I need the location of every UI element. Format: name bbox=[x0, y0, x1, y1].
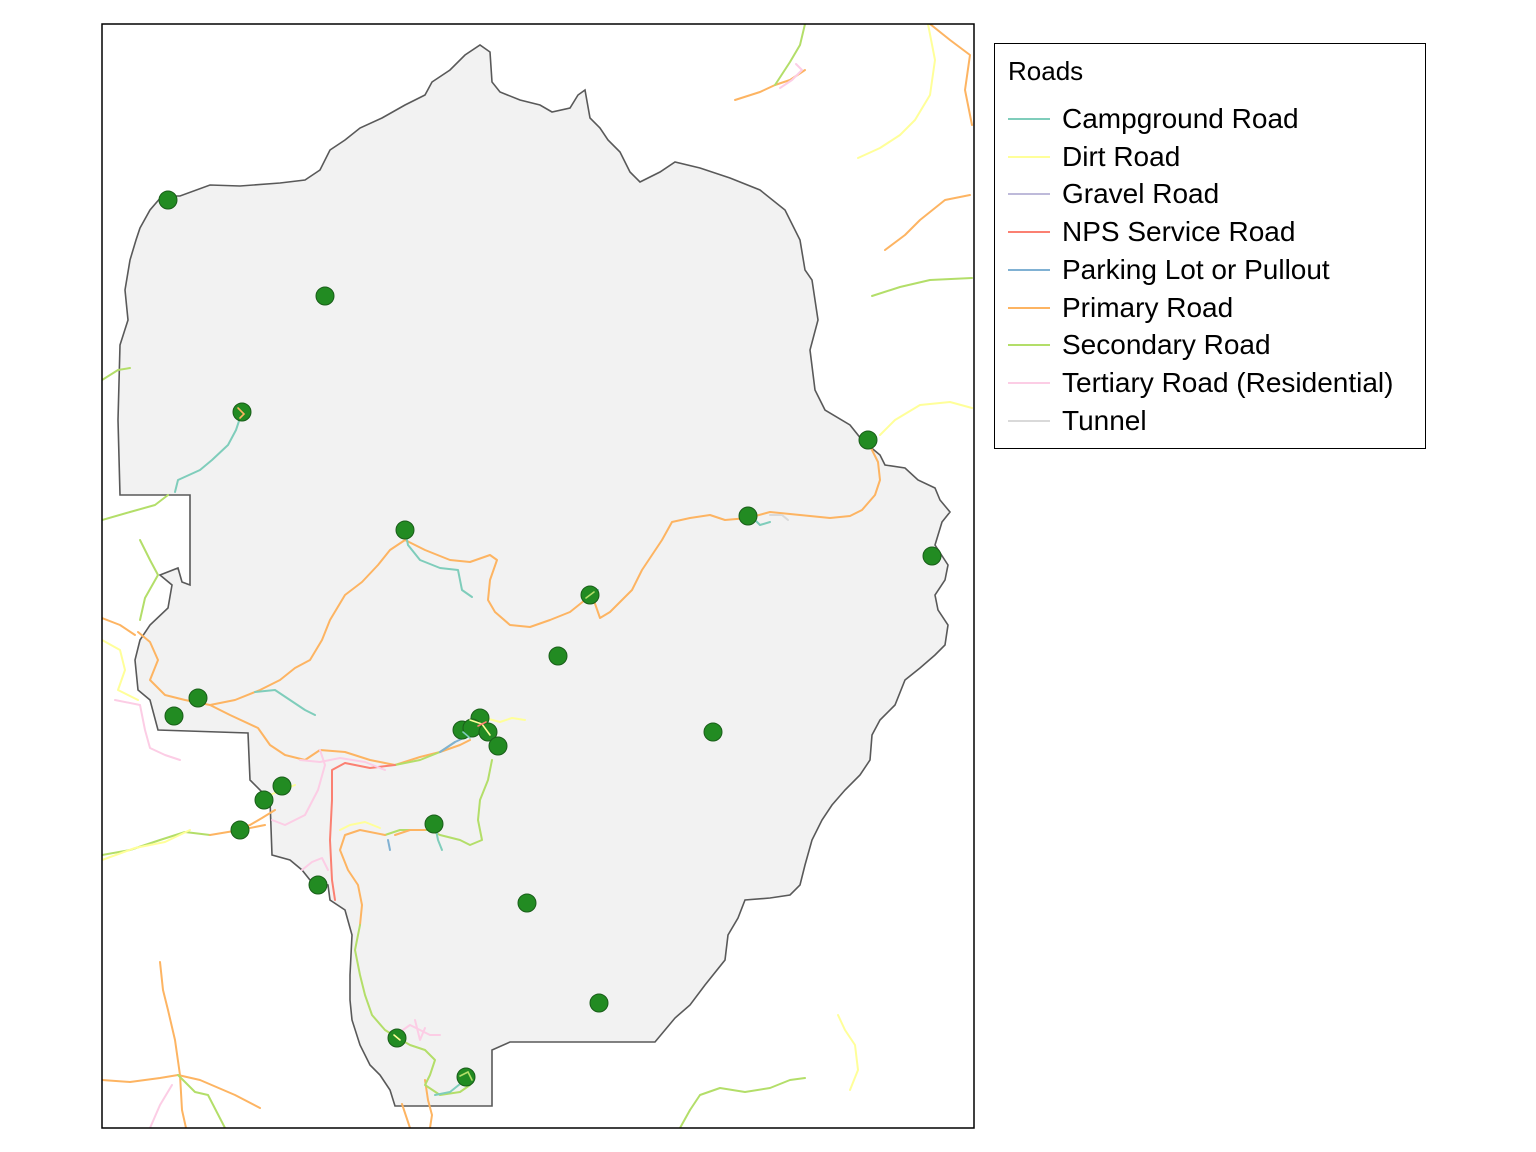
legend-item: Campground Road bbox=[1008, 103, 1299, 134]
legend-label: Tunnel bbox=[1062, 404, 1147, 436]
legend-item: Dirt Road bbox=[1008, 140, 1181, 172]
legend-label: Secondary Road bbox=[1062, 329, 1271, 361]
legend-item: Parking Lot or Pullout bbox=[1008, 253, 1330, 285]
legend-swatch bbox=[1008, 155, 1050, 158]
legend-swatch bbox=[1008, 381, 1050, 384]
legend-label: Tertiary Road (Residential) bbox=[1062, 366, 1394, 398]
roads-legend: Roads Campground Road Dirt Road Gravel Roa… bbox=[994, 43, 1426, 449]
park-boundary bbox=[117, 44, 952, 1107]
legend-item: Tunnel bbox=[1008, 404, 1147, 436]
legend-swatch bbox=[1008, 193, 1050, 196]
legend-swatch bbox=[1008, 419, 1050, 422]
legend-label: Campground Road bbox=[1062, 103, 1299, 134]
legend-label: Gravel Road bbox=[1062, 178, 1220, 210]
legend-label: Dirt Road bbox=[1062, 140, 1181, 172]
legend-item: Gravel Road bbox=[1008, 178, 1220, 210]
legend-swatch bbox=[1008, 344, 1050, 347]
legend-label: Primary Road bbox=[1062, 291, 1234, 323]
legend-label: NPS Service Road bbox=[1062, 216, 1296, 248]
legend-swatch bbox=[1008, 306, 1050, 309]
legend-swatch bbox=[1008, 268, 1050, 271]
legend-item: Secondary Road bbox=[1008, 329, 1271, 361]
legend-swatch bbox=[1008, 118, 1050, 120]
legend-title: Roads bbox=[1008, 56, 1084, 86]
legend-item: Primary Road bbox=[1008, 291, 1234, 323]
legend-swatch bbox=[1008, 231, 1050, 234]
poi-points bbox=[158, 190, 942, 1087]
legend-label: Parking Lot or Pullout bbox=[1062, 253, 1330, 285]
map-frame bbox=[101, 23, 975, 1129]
legend-item: Tertiary Road (Residential) bbox=[1008, 366, 1394, 398]
legend-item: NPS Service Road bbox=[1008, 216, 1296, 248]
